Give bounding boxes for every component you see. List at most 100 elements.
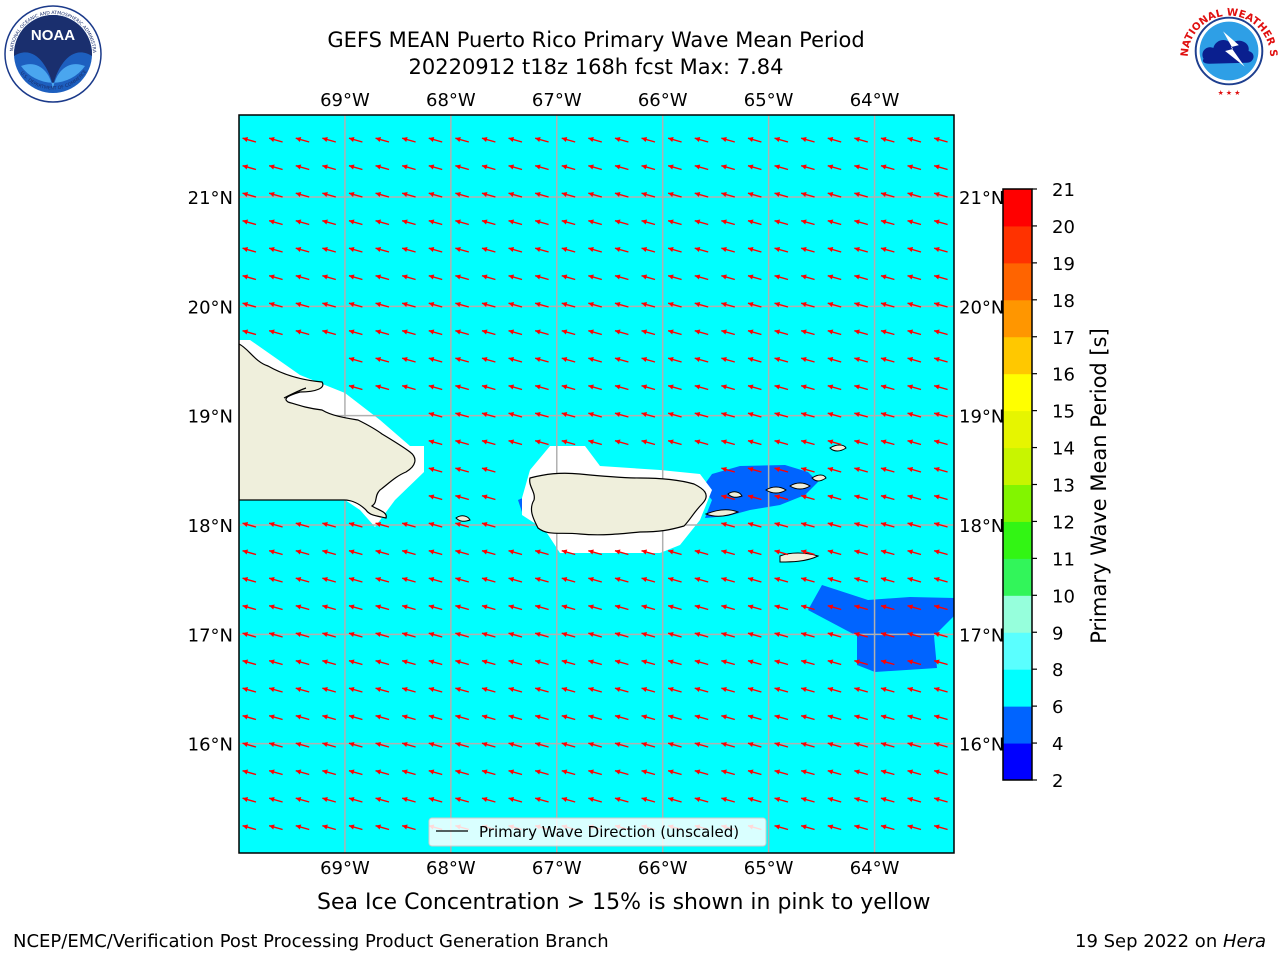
wave-arrow xyxy=(747,714,762,721)
wave-arrow xyxy=(481,549,496,556)
wave-arrow xyxy=(588,247,602,253)
wave-arrow xyxy=(747,604,762,611)
wave-arrow xyxy=(268,604,283,611)
wave-arrow xyxy=(534,549,549,556)
wave-arrow xyxy=(614,302,629,308)
wave-arrow xyxy=(747,439,762,446)
wave-arrow xyxy=(774,769,789,776)
wave-arrow xyxy=(428,797,443,803)
wave-arrow xyxy=(880,247,895,253)
wave-arrow xyxy=(774,137,789,143)
wave-arrow xyxy=(295,714,310,721)
wave-arrow xyxy=(481,577,496,583)
wave-arrow xyxy=(295,659,310,666)
wave-arrow xyxy=(588,384,602,391)
wave-arrow xyxy=(614,632,629,638)
wave-arrow xyxy=(348,164,363,171)
lat-tick-label-left: 19°N xyxy=(188,407,233,428)
wave-arrow xyxy=(401,769,416,776)
wave-arrow xyxy=(401,192,416,198)
wave-arrow xyxy=(242,137,257,143)
wave-arrow xyxy=(933,329,948,336)
wave-arrow xyxy=(455,659,469,666)
wave-arrow xyxy=(455,384,469,391)
wave-arrow xyxy=(827,769,842,776)
noaa-logo: NOAA NATIONAL OCEANIC AND ATMOSPHERIC AD… xyxy=(3,4,102,103)
lat-tick-label-right: 17°N xyxy=(959,625,1004,646)
wave-arrow xyxy=(588,549,602,556)
wave-arrow xyxy=(827,467,842,473)
wave-arrow xyxy=(348,302,363,308)
wave-arrow xyxy=(880,329,895,336)
wave-arrow xyxy=(747,192,762,198)
wave-arrow xyxy=(880,549,895,556)
wave-arrow xyxy=(534,769,549,776)
wave-arrow xyxy=(774,274,789,281)
wave-arrow xyxy=(534,274,549,281)
lon-tick-label-top: 68°W xyxy=(426,90,476,111)
wave-arrow xyxy=(827,219,842,226)
wave-arrow xyxy=(401,247,416,253)
colorbar-tick-label: 19 xyxy=(1052,254,1075,275)
wave-arrow xyxy=(561,219,576,226)
wave-arrow xyxy=(242,274,257,281)
wave-arrow xyxy=(614,412,629,418)
wave-arrow xyxy=(667,412,682,418)
wave-arrow xyxy=(322,742,336,748)
wave-arrow xyxy=(854,412,868,418)
wave-arrow xyxy=(375,769,390,776)
wave-arrow xyxy=(907,797,922,803)
wave-arrow xyxy=(880,467,895,473)
wave-arrow xyxy=(322,577,336,583)
footer-producer: NCEP/EMC/Verification Post Processing Pr… xyxy=(13,931,609,952)
wave-arrow xyxy=(295,329,310,336)
wave-arrow xyxy=(348,357,363,363)
wave-arrow xyxy=(641,412,656,418)
wave-arrow xyxy=(295,522,310,528)
wave-arrow xyxy=(348,192,363,198)
wave-arrow xyxy=(481,797,496,803)
wave-arrow xyxy=(854,659,868,666)
wave-arrow xyxy=(827,494,842,501)
wave-arrow xyxy=(907,522,922,528)
wave-arrow xyxy=(667,357,682,363)
wave-arrow xyxy=(534,302,549,308)
wave-arrow xyxy=(907,302,922,308)
wave-arrow xyxy=(348,714,363,721)
wave-arrow xyxy=(641,577,656,583)
wave-arrow xyxy=(694,329,709,336)
wave-arrow xyxy=(588,302,602,308)
wave-arrow xyxy=(747,247,762,253)
wave-arrow xyxy=(721,137,735,143)
wave-arrow xyxy=(481,632,496,638)
wave-arrow xyxy=(774,824,789,831)
wave-arrow xyxy=(268,577,283,583)
wave-arrow xyxy=(667,714,682,721)
wave-arrow xyxy=(268,164,283,171)
wave-arrow xyxy=(800,604,815,611)
wave-arrow xyxy=(561,577,576,583)
colorbar-tick-label: 15 xyxy=(1052,402,1075,423)
wave-arrow xyxy=(774,632,789,638)
wave-arrow xyxy=(800,357,815,363)
wave-arrow xyxy=(614,164,629,171)
wave-arrow xyxy=(880,714,895,721)
wave-arrow xyxy=(747,274,762,281)
wave-arrow xyxy=(534,632,549,638)
wave-arrow xyxy=(508,137,523,143)
map-frame xyxy=(238,114,955,854)
wave-arrow xyxy=(508,274,523,281)
wave-arrow xyxy=(348,632,363,638)
wave-arrow xyxy=(401,219,416,226)
wave-arrow xyxy=(295,824,310,831)
wave-arrow xyxy=(534,577,549,583)
wave-arrow xyxy=(907,192,922,198)
wave-arrow xyxy=(907,659,922,666)
wave-arrow xyxy=(481,164,496,171)
wave-arrow xyxy=(348,384,363,391)
nws-logo: NATIONAL WEATHER SERVICE ★ ★ ★ xyxy=(1180,2,1278,99)
wave-arrow xyxy=(907,329,922,336)
wave-arrow xyxy=(880,302,895,308)
wave-arrow xyxy=(827,247,842,253)
wave-arrow xyxy=(721,604,735,611)
